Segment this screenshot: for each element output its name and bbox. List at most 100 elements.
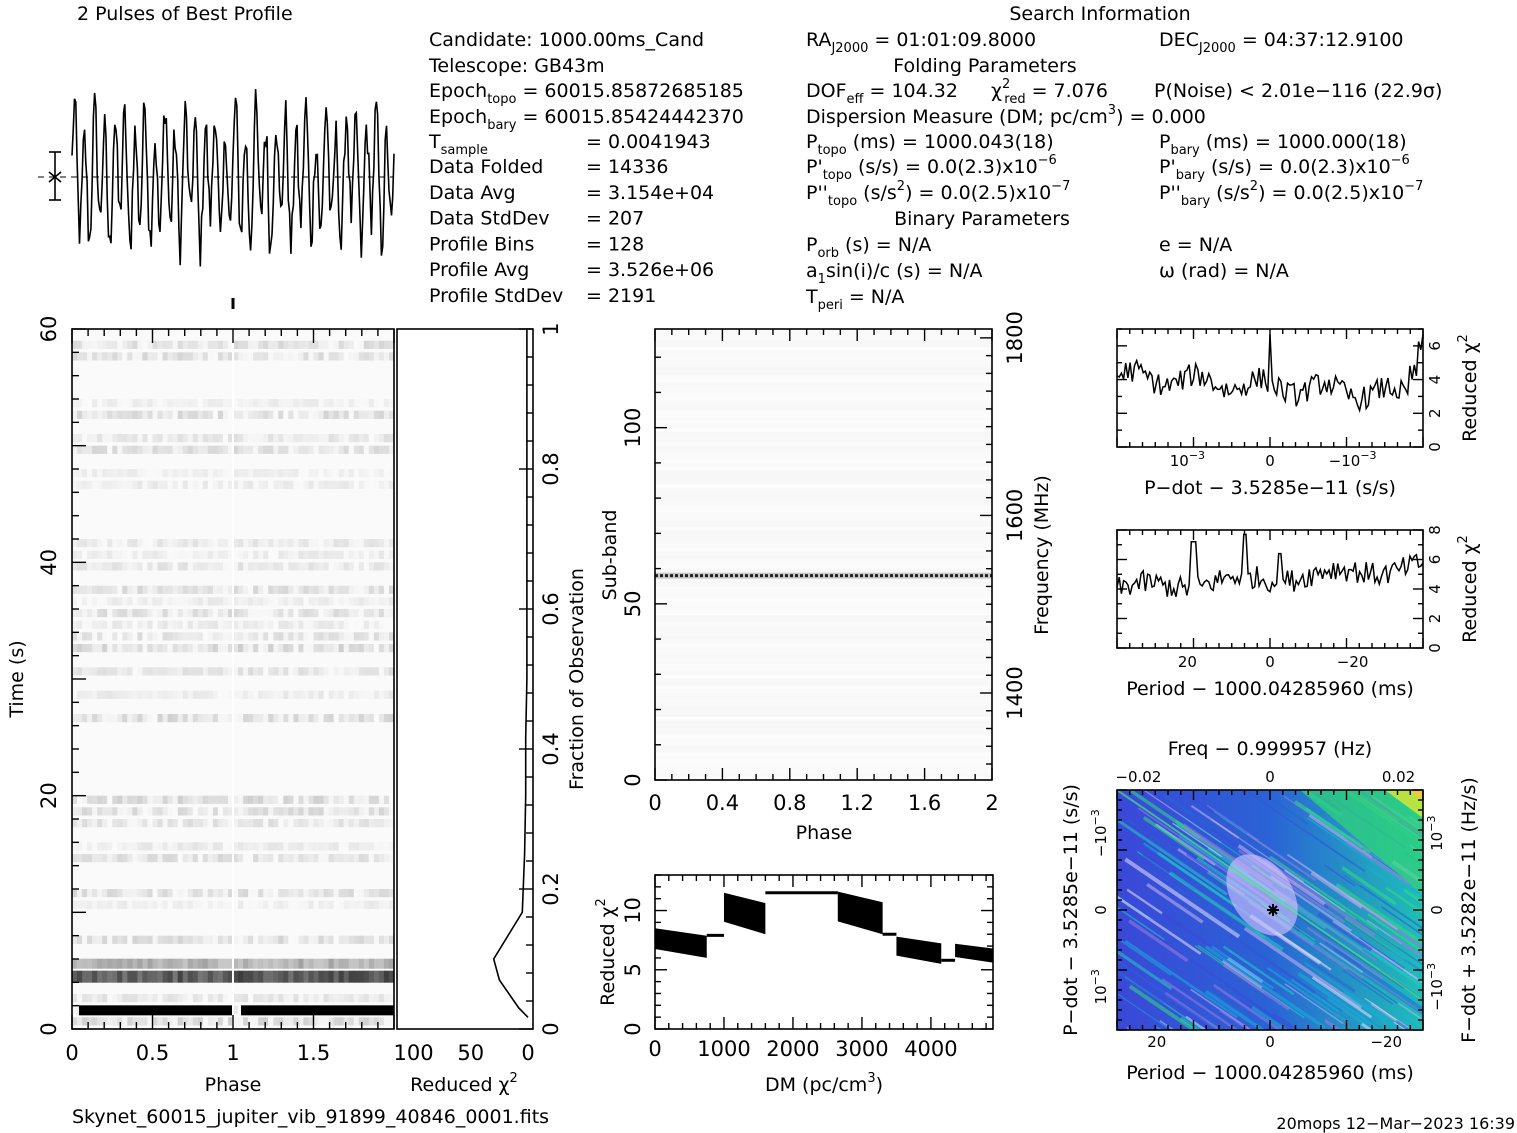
heatmap-cell: [248, 690, 254, 699]
dm-segment: [837, 891, 883, 935]
heatmap-cell: [303, 900, 309, 909]
heatmap-cell: [107, 352, 113, 361]
heatmap-cell: [127, 854, 133, 863]
heatmap-cell: [152, 597, 159, 606]
heatmap-cell: [238, 854, 244, 863]
heatmap-cell: [378, 445, 385, 454]
heatmap-cell: [217, 644, 224, 653]
heatmap-cell: [192, 340, 199, 349]
heatmap-cell: [378, 644, 385, 653]
heatmap-cell: [383, 644, 390, 653]
heatmap-cell: [182, 819, 189, 828]
subband-row: [655, 353, 992, 358]
heatmap-cell: [117, 958, 123, 969]
heatmap-cell: [338, 434, 345, 443]
heatmap-cell: [288, 340, 294, 349]
heatmap-cell: [172, 340, 179, 349]
heatmap-cell: [112, 539, 118, 548]
heatmap-cell: [258, 620, 264, 629]
heatmap-cell: [228, 399, 234, 408]
heatmap-cell: [383, 900, 390, 909]
heatmap-cell: [177, 632, 184, 641]
heatmap-cell: [273, 597, 279, 606]
subband-row: [655, 691, 992, 696]
heatmap-cell: [308, 539, 315, 548]
heatmap-cell: [248, 935, 254, 944]
heatmap-cell: [212, 842, 219, 851]
heatmap-cell: [233, 352, 239, 361]
heatmap-cell: [333, 958, 340, 969]
heatmap-cell: [182, 469, 189, 478]
heatmap-cell: [207, 585, 214, 594]
heatmap-cell: [162, 854, 169, 863]
heatmap-cell: [207, 1017, 214, 1026]
subband-row: [655, 632, 992, 636]
heatmap-cell: [233, 597, 239, 606]
heatmap-cell: [313, 714, 320, 723]
heatmap-cell: [117, 434, 123, 443]
heatmap-cell: [253, 399, 259, 408]
heatmap-cell: [243, 469, 249, 478]
heatmap-cell: [328, 632, 335, 641]
heatmap-cell: [383, 958, 390, 969]
heatmap-cell: [243, 889, 249, 898]
heatmap-cell: [373, 609, 380, 618]
heatmap-cell: [368, 644, 375, 653]
heatmap-cell: [343, 539, 350, 548]
heatmap-cell: [313, 562, 320, 571]
heatmap-cell: [313, 819, 320, 828]
heatmap-cell: [82, 644, 88, 653]
heatmap-cell: [243, 399, 249, 408]
heatmap-cell: [313, 632, 320, 641]
heatmap-cell: [182, 807, 189, 816]
heatmap-cell: [137, 667, 143, 676]
heatmap-cell: [72, 889, 78, 898]
heatmap-cell: [348, 900, 355, 909]
heatmap-cell: [182, 585, 189, 594]
heatmap-cell: [308, 597, 315, 606]
heatmap-cell: [197, 597, 204, 606]
heatmap-cell: [192, 854, 199, 863]
heatmap-cell: [348, 609, 355, 618]
heatmap-cell: [238, 842, 244, 851]
heatmap-cell: [308, 958, 315, 969]
heatmap-cell: [142, 539, 148, 548]
heatmap-cell: [177, 445, 184, 454]
heatmap-cell: [368, 994, 375, 1003]
streak: [1117, 906, 1165, 941]
heatmap-cell: [243, 714, 249, 723]
heatmap-cell: [328, 597, 335, 606]
dm-ylabel: Reduced χ2: [594, 898, 619, 1006]
heatmap-cell: [283, 632, 289, 641]
heatmap-cell: [233, 958, 239, 969]
heatmap-cell: [278, 714, 284, 723]
heatmap-cell: [147, 480, 154, 489]
heatmap-cell: [122, 632, 128, 641]
heatmap-cell: [77, 620, 83, 629]
heatmap-cell: [268, 480, 274, 489]
heatmap-cell: [212, 970, 219, 983]
heatmap-cell: [268, 690, 274, 699]
heatmap-cell: [303, 842, 309, 851]
heatmap-cell: [238, 445, 244, 454]
heatmap-cell: [278, 352, 284, 361]
heatmap-cell: [363, 958, 370, 969]
heatmap-cell: [152, 807, 159, 816]
streak: [1204, 989, 1266, 1030]
heatmap-cell: [182, 609, 189, 618]
heatmap-cell: [187, 807, 194, 816]
chi-time-line: [492, 329, 529, 1018]
heatmap-cell: [243, 807, 249, 816]
heatmap-cell: [338, 399, 345, 408]
heatmap-cell: [288, 714, 294, 723]
heatmap-cell: [177, 480, 184, 489]
heatmap-cell: [268, 340, 274, 349]
heatmap-cell: [243, 854, 249, 863]
heatmap-cell: [273, 399, 279, 408]
heatmap-cell: [117, 609, 123, 618]
subband-row: [655, 360, 992, 365]
heatmap-cell: [318, 714, 325, 723]
heatmap-cell: [373, 935, 380, 944]
y-tick-label: 2: [1426, 409, 1444, 419]
heatmap-cell: [187, 958, 194, 969]
